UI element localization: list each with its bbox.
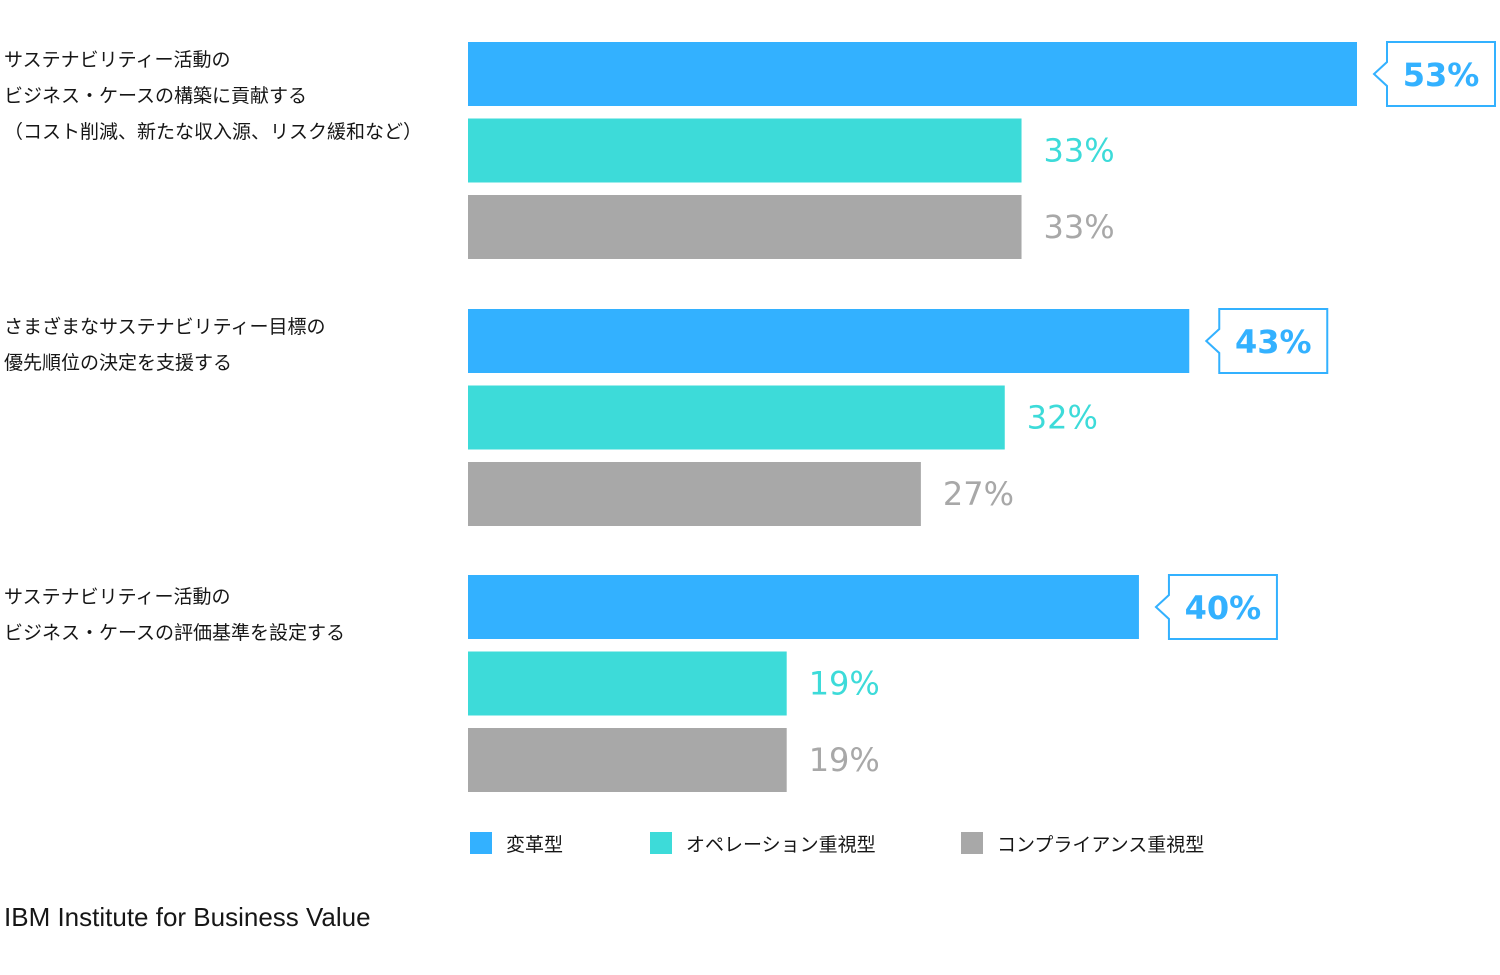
callout-box-1 xyxy=(1372,41,1496,107)
value-label-transformative-2: 43% xyxy=(1235,323,1312,361)
legend-item-operation: オペレーション重視型 xyxy=(650,830,961,857)
source-credit: IBM Institute for Business Value xyxy=(4,902,371,932)
legend-swatch-operation xyxy=(650,832,672,854)
callout-box-2 xyxy=(1204,308,1329,374)
bar-operation-1 xyxy=(468,118,1022,183)
category-label-line: ビジネス・ケースの評価基準を設定する xyxy=(4,622,346,644)
value-label-operation-2: 32% xyxy=(1027,399,1098,437)
value-label-operation-3: 19% xyxy=(809,665,880,703)
value-label-transformative-3: 40% xyxy=(1185,589,1262,627)
category-label-line: さまざまなサステナビリティー目標の xyxy=(4,316,326,338)
legend-item-transformative: 変革型 xyxy=(470,830,650,857)
legend-swatch-transformative xyxy=(470,832,492,854)
bar-compliance-2 xyxy=(468,462,921,526)
category-label-line: ビジネス・ケースの構築に貢献する xyxy=(4,85,308,107)
category-label-2: さまざまなサステナビリティー目標の 優先順位の決定を支援する xyxy=(4,309,459,381)
category-label-line: （コスト削減、新たな収入源、リスク緩和など） xyxy=(4,121,423,143)
bar-compliance-1 xyxy=(468,195,1022,259)
legend-label-transformative: 変革型 xyxy=(506,833,564,856)
bar-transformative-3 xyxy=(468,575,1139,639)
category-label-line: サステナビリティー活動の xyxy=(4,586,231,608)
value-label-compliance-1: 33% xyxy=(1044,208,1115,246)
bar-transformative-2 xyxy=(468,309,1190,373)
value-label-transformative-1: 53% xyxy=(1403,56,1480,94)
category-label-1: サステナビリティー活動のビジネス・ケースの構築に貢献する （コスト削減、新たな収入… xyxy=(4,42,459,150)
legend-label-operation: オペレーション重視型 xyxy=(686,833,876,856)
legend: 変革型 オペレーション重視型 コンプライアンス重視型 xyxy=(470,826,1204,860)
bar-compliance-3 xyxy=(468,728,787,792)
callout-box-3 xyxy=(1154,574,1278,640)
bar-operation-2 xyxy=(468,385,1005,450)
bar-operation-3 xyxy=(468,651,787,716)
category-label-line: 優先順位の決定を支援する xyxy=(4,352,233,374)
category-label-line: サステナビリティー活動の xyxy=(4,49,231,71)
value-label-compliance-2: 27% xyxy=(943,475,1014,513)
category-label-3: サステナビリティー活動のビジネス・ケースの評価基準を設定する xyxy=(4,579,459,651)
legend-label-compliance: コンプライアンス重視型 xyxy=(997,833,1205,856)
value-label-compliance-3: 19% xyxy=(809,741,880,779)
legend-swatch-compliance xyxy=(961,832,983,854)
value-label-operation-1: 33% xyxy=(1044,132,1115,170)
legend-item-compliance: コンプライアンス重視型 xyxy=(961,830,1204,857)
bar-transformative-1 xyxy=(468,42,1357,106)
